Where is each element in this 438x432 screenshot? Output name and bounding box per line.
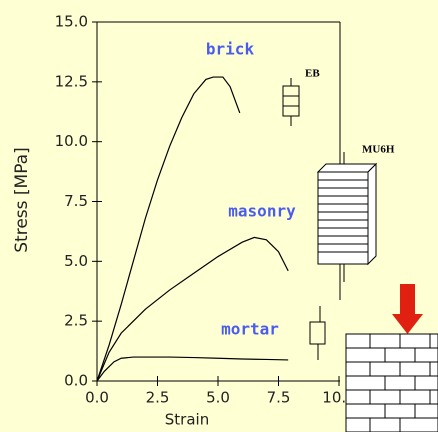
annotation: MU6H	[362, 144, 395, 156]
chart: Strain Stress [MPa] EB MU6H 0.0 2.5 5.0 7.5…	[0, 0, 438, 432]
annotation: EB	[305, 68, 320, 80]
y-tick-label: 7.5	[64, 192, 88, 210]
x-tick-label: 0.0	[85, 389, 109, 407]
y-tick-label: 2.5	[64, 312, 88, 330]
y-tick-label: 12.5	[55, 72, 88, 90]
y-tick-label: 15.0	[55, 13, 88, 31]
x-tick-label: 7.5	[267, 389, 291, 407]
y-axis-label: Stress [MPa]	[12, 147, 32, 253]
y-tick-label: 5.0	[64, 252, 88, 270]
x-tick-label: 2.5	[146, 389, 170, 407]
series-label: brick	[206, 40, 255, 59]
y-tick-label: 10.0	[55, 132, 88, 150]
x-axis-label: Strain	[165, 411, 209, 429]
series-label: mortar	[221, 320, 279, 339]
y-tick-label: 0.0	[64, 372, 88, 390]
series-label: masonry	[228, 202, 296, 221]
x-tick-label: 5.0	[206, 389, 230, 407]
